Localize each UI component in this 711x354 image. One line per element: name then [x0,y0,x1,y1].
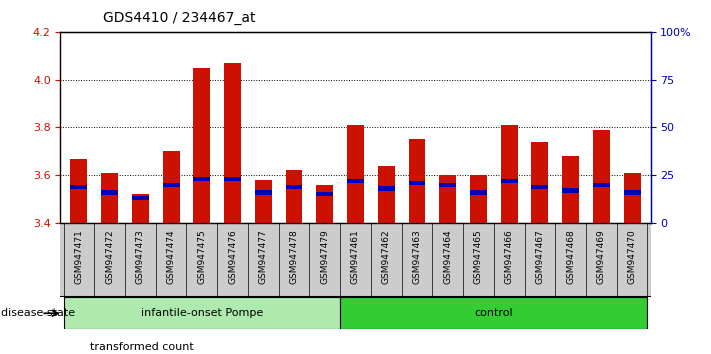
Bar [439,183,456,187]
Bar [470,175,487,223]
Text: GSM947469: GSM947469 [597,229,606,284]
Bar [378,187,395,191]
Text: GSM947465: GSM947465 [474,229,483,284]
Text: GSM947473: GSM947473 [136,229,145,284]
Text: GDS4410 / 234467_at: GDS4410 / 234467_at [103,11,255,25]
Bar [163,151,180,223]
Bar [193,68,210,223]
Bar [409,139,425,223]
Bar [316,185,333,223]
Bar [439,175,456,223]
Bar [624,173,641,223]
Bar [501,125,518,223]
Bar [132,194,149,223]
Text: GSM947475: GSM947475 [198,229,206,284]
Bar [101,173,118,223]
Text: transformed count: transformed count [90,342,194,352]
Bar [593,130,610,223]
Bar [501,179,518,183]
Bar [70,184,87,189]
Bar [70,159,87,223]
Bar [316,192,333,196]
Bar [378,166,395,223]
Bar [347,179,364,183]
Bar [347,125,364,223]
Bar [562,156,579,223]
Bar [470,190,487,195]
Bar [286,184,302,189]
Bar [531,142,548,223]
Text: GSM947464: GSM947464 [443,229,452,284]
Text: GSM947462: GSM947462 [382,229,391,284]
Text: GSM947477: GSM947477 [259,229,268,284]
Text: disease state: disease state [1,308,75,318]
Text: infantile-onset Pompe: infantile-onset Pompe [141,308,263,318]
Bar [409,181,425,185]
Text: GSM947479: GSM947479 [320,229,329,284]
Text: GSM947467: GSM947467 [535,229,545,284]
Bar [624,190,641,195]
Text: GSM947472: GSM947472 [105,229,114,284]
Text: GSM947461: GSM947461 [351,229,360,284]
Text: GSM947466: GSM947466 [505,229,513,284]
Text: GSM947474: GSM947474 [166,229,176,284]
Bar [531,184,548,189]
Text: GSM947468: GSM947468 [566,229,575,284]
Bar [593,183,610,187]
Bar [132,196,149,200]
Bar [101,190,118,195]
Text: GSM947471: GSM947471 [75,229,83,284]
Text: control: control [474,308,513,318]
Bar [255,190,272,195]
Bar [286,170,302,223]
Text: GSM947470: GSM947470 [628,229,636,284]
Bar [224,177,241,181]
Bar [193,177,210,181]
Text: GSM947478: GSM947478 [289,229,299,284]
Text: GSM947476: GSM947476 [228,229,237,284]
Bar [562,188,579,193]
Text: GSM947463: GSM947463 [412,229,422,284]
Bar [340,297,648,329]
Bar [224,63,241,223]
Bar [163,183,180,187]
Bar [255,180,272,223]
Bar [63,297,340,329]
